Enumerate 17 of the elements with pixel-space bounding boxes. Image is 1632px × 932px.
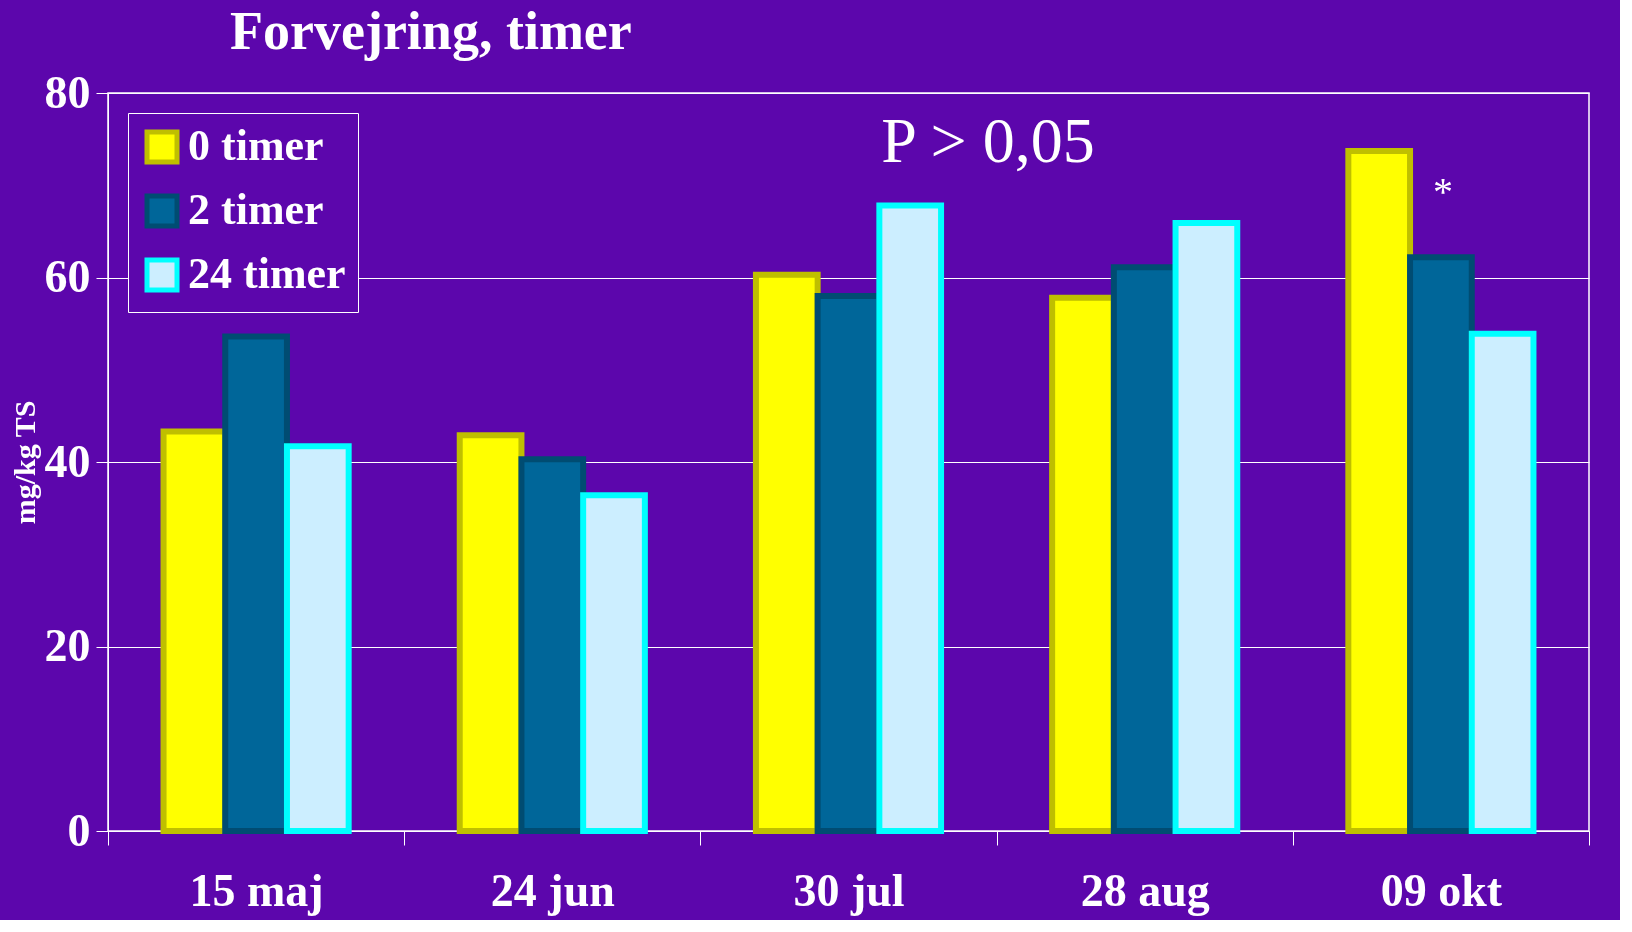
x-tick-label: 15 maj [189,864,324,916]
y-tick-label: 0 [67,804,91,856]
y-tick-label: 20 [44,620,91,671]
annotation: P > 0,05 [881,105,1095,176]
x-tick-label: 09 okt [1380,864,1503,916]
y-axis-title: mg/kg TS [7,400,41,525]
x-tick-label: 28 aug [1080,864,1210,916]
y-tick-label: 40 [44,435,91,487]
legend-label: 2 timer [188,185,324,234]
legend-label: 24 timer [188,249,346,298]
legend-label: 0 timer [188,121,324,170]
x-tick-label: 24 jun [490,864,615,916]
y-tick-label: 60 [44,251,91,302]
chart-title: Forvejring, timer [230,1,632,61]
x-tick-label: 30 jul [793,864,905,916]
annotation: * [1433,169,1453,214]
y-tick-label: 80 [44,66,91,118]
